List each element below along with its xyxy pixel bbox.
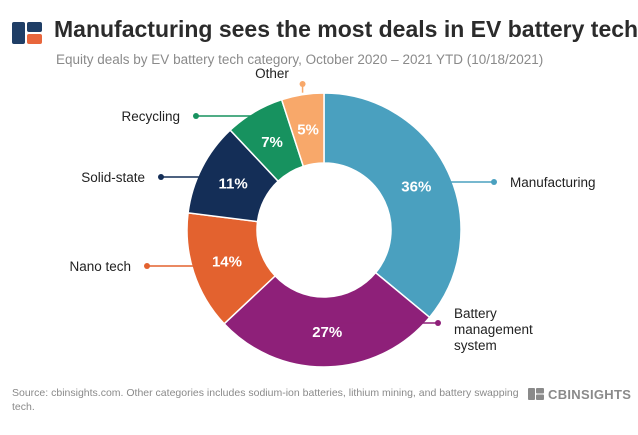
slice-other xyxy=(280,92,325,168)
leader-dot-recycling xyxy=(193,113,199,119)
value-label-nano-tech: 14% xyxy=(212,254,242,271)
cb-insights-brand: CBINSIGHTS xyxy=(528,383,631,405)
leader-dot-manufacturing xyxy=(491,179,497,185)
value-label-manufacturing: 36% xyxy=(401,179,431,196)
category-label-recycling: Recycling xyxy=(121,109,180,124)
category-label-nano-tech: Nano tech xyxy=(69,259,131,274)
slice-manufacturing xyxy=(323,92,462,319)
chart-title: Manufacturing sees the most deals in EV … xyxy=(54,16,638,42)
value-label-battery-management-system: 27% xyxy=(312,324,342,341)
category-label-other: Other xyxy=(255,66,289,81)
category-label-manufacturing: Manufacturing xyxy=(510,175,596,190)
leader-dot-nano-tech xyxy=(144,263,150,269)
value-label-other: 5% xyxy=(297,121,319,138)
value-label-solid-state: 11% xyxy=(219,176,248,193)
slice-battery-management-system xyxy=(223,271,431,368)
category-label-battery-management-system: Battery management system xyxy=(454,306,533,353)
source-note: Source: cbinsights.com. Other categories… xyxy=(12,387,519,413)
cb-insights-brand-text: CBINSIGHTS xyxy=(548,386,632,402)
chart-subtitle: Equity deals by EV battery tech category… xyxy=(56,52,544,67)
leader-dot-other xyxy=(299,81,306,87)
donut-chart: 36% Manufacturing 27% Battery management syst… xyxy=(69,66,596,368)
cb-insights-brand-icon xyxy=(528,388,544,400)
logo-left-block xyxy=(12,22,25,44)
leader-dot-solid-state xyxy=(158,174,164,180)
logo-right-top-block xyxy=(27,22,42,32)
category-label-solid-state: Solid-state xyxy=(81,170,145,185)
leader-dot-battery-management-system xyxy=(435,320,441,326)
logo-right-bottom-block xyxy=(27,34,42,44)
value-label-recycling: 7% xyxy=(261,134,283,151)
cb-insights-logo-icon xyxy=(12,22,42,44)
